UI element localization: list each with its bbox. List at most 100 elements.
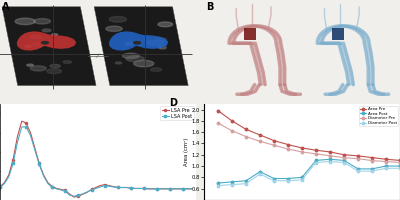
LSA Pre [181, 188, 186, 190]
Diameter Post [272, 180, 276, 182]
Ellipse shape [159, 46, 166, 49]
Diameter Pre [230, 130, 234, 132]
Diameter Post [314, 161, 318, 164]
LSA Pre [94, 186, 98, 189]
LSA Post [59, 189, 64, 191]
Area Pre [328, 151, 332, 153]
LSA Post [2, 182, 7, 185]
LSA Post [106, 185, 111, 187]
LSA Post [98, 186, 103, 188]
Ellipse shape [52, 34, 58, 36]
Diameter Pre [398, 161, 400, 164]
LSA Post [94, 187, 98, 190]
LSA Post [0, 186, 2, 189]
LSA Post [46, 182, 50, 185]
LSA Post [185, 188, 190, 190]
Area Post [370, 168, 374, 170]
Line: Area Post: Area Post [217, 158, 400, 184]
Diameter Pre [328, 155, 332, 157]
Legend: Area Pre, Area Post, Diameter Pre, Diameter Post: Area Pre, Area Post, Diameter Pre, Diame… [359, 106, 398, 126]
LSA Pre [150, 188, 155, 190]
Diameter Pre [272, 144, 276, 146]
Area Post [398, 165, 400, 167]
Ellipse shape [150, 68, 162, 71]
LSA Post [41, 175, 46, 177]
LSA Pre [189, 188, 194, 190]
LSA Post [146, 188, 150, 190]
Polygon shape [17, 31, 76, 51]
LSA Pre [32, 147, 37, 149]
LSA Pre [98, 184, 103, 187]
Area Post [342, 159, 346, 162]
Area Pre [384, 158, 388, 160]
Line: Diameter Post: Diameter Post [217, 160, 400, 187]
Diameter Post [398, 167, 400, 169]
Area Post [230, 181, 234, 183]
Line: Diameter Pre: Diameter Pre [217, 122, 400, 164]
Area Pre [314, 149, 318, 151]
Ellipse shape [126, 56, 144, 62]
LSA Pre [115, 186, 120, 189]
LSA Pre [11, 158, 16, 161]
Text: A: A [2, 2, 10, 12]
LSA Pre [80, 193, 85, 195]
LSA Post [176, 188, 181, 190]
LSA Pre [72, 196, 76, 198]
LSA Post [72, 195, 76, 197]
LSA Pre [2, 181, 7, 184]
LSA Pre [137, 187, 142, 190]
Diameter Pre [384, 160, 388, 163]
Ellipse shape [125, 42, 133, 45]
Line: LSA Pre: LSA Pre [0, 120, 193, 198]
Ellipse shape [158, 22, 173, 27]
Area Pre [286, 143, 290, 146]
Diameter Post [286, 180, 290, 182]
Ellipse shape [156, 38, 166, 41]
LSA Pre [28, 131, 33, 134]
Area Post [258, 171, 262, 173]
Area Pre [398, 159, 400, 162]
Area Post [216, 182, 220, 184]
LSA Post [120, 186, 124, 189]
Polygon shape [2, 7, 96, 86]
Y-axis label: Area (cm²): Area (cm²) [184, 138, 189, 166]
LSA Post [181, 188, 186, 190]
Ellipse shape [134, 60, 154, 67]
LSA Pre [15, 135, 20, 138]
Diameter Post [216, 184, 220, 187]
LSA Pre [106, 184, 111, 187]
LSA Pre [46, 181, 50, 184]
LSA Post [67, 194, 72, 196]
Area Pre [216, 109, 220, 112]
LSA Pre [19, 120, 24, 122]
Area Post [356, 168, 360, 170]
LSA Pre [102, 183, 107, 186]
LSA Pre [124, 186, 129, 189]
Area Post [328, 158, 332, 160]
LSA Pre [128, 187, 133, 189]
Ellipse shape [34, 19, 50, 24]
LSA Post [137, 187, 142, 190]
LSA Pre [133, 187, 138, 190]
Ellipse shape [115, 62, 122, 64]
Diameter Pre [244, 135, 248, 138]
LSA Post [141, 187, 146, 190]
LSA Pre [24, 122, 28, 124]
Ellipse shape [147, 40, 164, 46]
LSA Pre [63, 189, 68, 192]
LSA Pre [59, 188, 64, 191]
Diameter Post [342, 161, 346, 164]
Diameter Post [244, 182, 248, 185]
LSA Post [168, 188, 172, 190]
Diameter Post [370, 170, 374, 172]
LSA Post [11, 162, 16, 165]
LSA Post [189, 188, 194, 190]
Ellipse shape [47, 69, 62, 74]
LSA Post [28, 134, 33, 137]
LSA Pre [154, 188, 159, 190]
Ellipse shape [106, 26, 122, 31]
Line: LSA Post: LSA Post [0, 126, 193, 197]
Ellipse shape [32, 43, 44, 47]
Ellipse shape [25, 45, 32, 47]
LSA Post [54, 188, 59, 190]
